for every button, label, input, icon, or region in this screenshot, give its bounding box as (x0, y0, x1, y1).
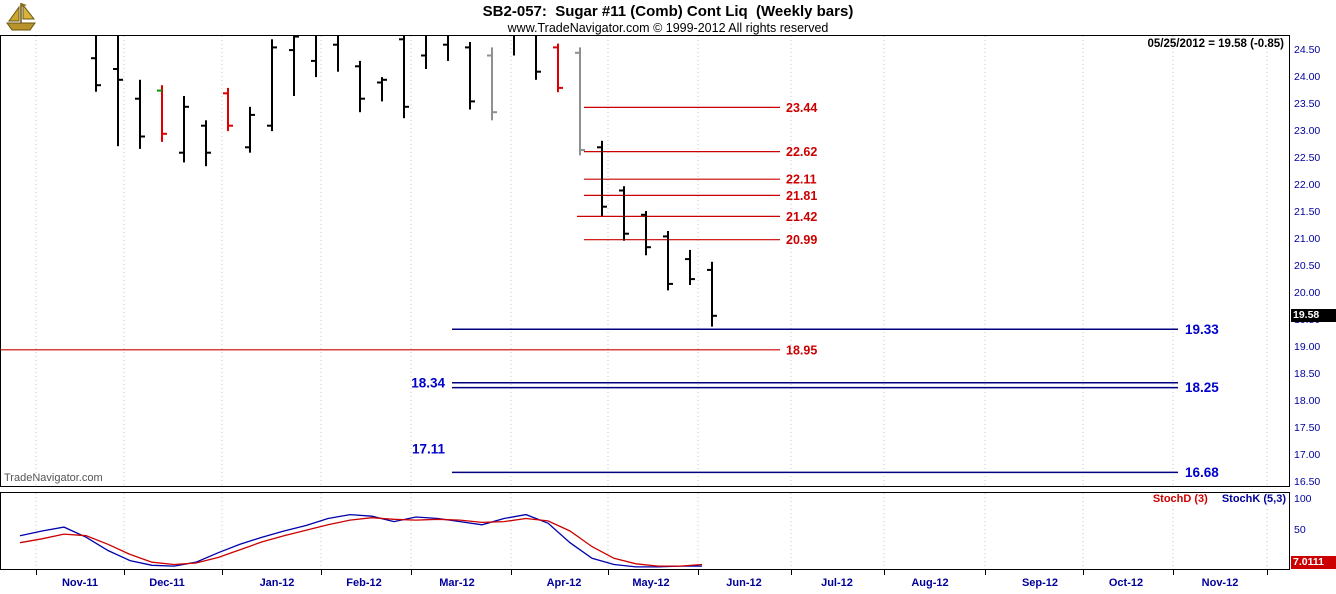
month-tick (222, 570, 223, 575)
month-tick (321, 570, 322, 575)
price-axis-label: 24.00 (1294, 71, 1321, 83)
blue-level-label: 18.25 (1185, 380, 1219, 395)
month-tick (698, 570, 699, 575)
price-bars (91, 35, 717, 327)
stochastic-svg (0, 492, 1290, 570)
price-axis-label: 16.50 (1294, 476, 1321, 488)
chart-subtitle: www.TradeNavigator.com © 1999-2012 All r… (507, 21, 829, 35)
month-label: Jul-12 (821, 577, 853, 589)
stoch-axis-label: 100 (1294, 493, 1312, 505)
blue-level-label: 19.33 (1185, 322, 1219, 337)
stoch-value-marker: 7.0111 (1291, 556, 1336, 569)
last-price-marker: 19.58 (1291, 309, 1336, 322)
month-tick (511, 570, 512, 575)
red-level-label: 21.42 (786, 210, 817, 224)
price-axis-label: 24.50 (1294, 44, 1321, 56)
price-axis-label: 23.00 (1294, 125, 1321, 137)
price-axis-label: 20.50 (1294, 260, 1321, 272)
price-axis-label: 19.00 (1294, 341, 1321, 353)
month-tick (124, 570, 125, 575)
watermark: TradeNavigator.com (4, 472, 103, 484)
month-tick (884, 570, 885, 575)
blue-level-label: 16.68 (1185, 465, 1219, 480)
panel-border (0, 35, 1290, 487)
stoch-axis-label: 50 (1294, 524, 1306, 536)
stochk-legend-label[interactable]: StochK (5,3) (1221, 493, 1286, 505)
red-level-label: 21.81 (786, 189, 817, 203)
month-label: Jan-12 (259, 577, 295, 589)
panel-border (0, 492, 1290, 570)
stochd-legend-label[interactable]: StochD (3) (1152, 493, 1208, 505)
stochastic-axis: 100 50 7.0111 (1290, 492, 1336, 570)
month-label: Apr-12 (546, 577, 582, 589)
price-axis-label: 21.50 (1294, 206, 1321, 218)
month-label: Mar-12 (439, 577, 475, 589)
month-tick (1083, 570, 1084, 575)
quote-info: 05/25/2012 = 19.58 (-0.85) (1147, 38, 1284, 50)
red-level-label: 22.62 (786, 145, 817, 159)
price-axis-label: 22.50 (1294, 152, 1321, 164)
month-tick (411, 570, 412, 575)
month-tick (1173, 570, 1174, 575)
price-axis-label: 22.00 (1294, 179, 1321, 191)
month-tick (791, 570, 792, 575)
blue-support-levels: 19.33 18.34 18.25 17.11 16.68 (411, 322, 1219, 480)
galleon-icon (6, 3, 36, 31)
price-axis-label: 17.50 (1294, 422, 1321, 434)
month-tick (36, 570, 37, 575)
month-label: Nov-11 (61, 577, 99, 589)
price-chart-svg: 23.4422.6222.1121.8121.4220.9918.9519.33… (0, 35, 1290, 487)
month-label: Oct-12 (1108, 577, 1144, 589)
month-label: Feb-12 (346, 577, 382, 589)
price-axis-label: 18.00 (1294, 395, 1321, 407)
red-level-label: 23.44 (786, 101, 817, 115)
month-tick (608, 570, 609, 575)
red-level-label: 20.99 (786, 233, 817, 247)
month-label: Jun-12 (726, 577, 762, 589)
stochd-line (19, 517, 703, 567)
month-label: Sep-12 (1021, 577, 1059, 589)
time-axis[interactable]: Nov-11 Dec-11 Jan-12 Feb-12 Mar-12 Apr-12 May-… (0, 570, 1290, 594)
price-axis[interactable]: 24.50 24.00 23.50 23.00 22.50 22.00 21.50 21.00… (1290, 35, 1336, 488)
stochastic-legend: StochD (3) StochK (5,3) (1153, 493, 1286, 505)
blue-level-label: 18.34 (411, 375, 445, 390)
gridlines (35, 36, 1268, 486)
month-label: Aug-12 (911, 577, 949, 589)
price-axis-label: 20.00 (1294, 287, 1321, 299)
price-axis-label: 17.00 (1294, 449, 1321, 461)
red-retracement-levels: 23.44 22.62 22.11 21.81 21.42 20.99 18.95 (0, 101, 817, 357)
price-axis-label: 23.50 (1294, 98, 1321, 110)
month-tick (985, 570, 986, 575)
gridlines (35, 493, 1268, 569)
stochk-line (19, 513, 702, 568)
stochastic-panel[interactable]: StochD (3) StochK (5,3) (0, 492, 1290, 570)
month-label: May-12 (632, 577, 670, 589)
blue-level-label: 17.11 (412, 442, 446, 457)
chart-title: SB2-057: Sugar #11 (Comb) Cont Liq (Week… (482, 3, 854, 20)
month-label: Dec-11 (149, 577, 185, 589)
price-axis-label: 21.00 (1294, 233, 1321, 245)
red-level-label: 18.95 (786, 343, 817, 357)
month-tick (1267, 570, 1268, 575)
tradenavigator-logo (2, 1, 42, 34)
month-label: Nov-12 (1201, 577, 1239, 589)
main-chart-panel[interactable]: 23.44 22.62 22.11 21.81 21.42 20.99 18.95 19.33… (0, 35, 1290, 487)
red-level-label: 22.11 (786, 173, 817, 187)
price-axis-label: 18.50 (1294, 368, 1321, 380)
